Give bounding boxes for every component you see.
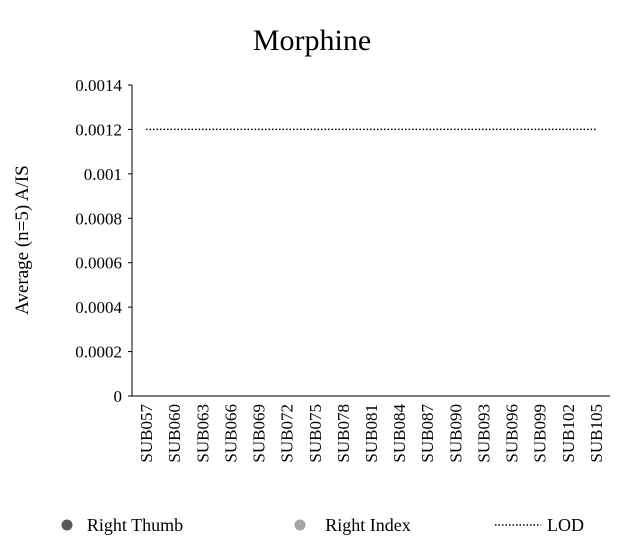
y-tick-label: 0.0002 (75, 343, 122, 362)
x-tick-label: SUB060 (165, 404, 184, 463)
x-tick-label: SUB105 (587, 404, 606, 463)
legend-marker (294, 519, 306, 531)
y-tick-label: 0 (114, 387, 123, 406)
y-tick-label: 0.0012 (75, 120, 122, 139)
x-tick-label: SUB057 (137, 404, 156, 463)
x-tick-label: SUB081 (362, 404, 381, 463)
legend-label: Right Index (325, 515, 411, 535)
y-tick-label: 0.0004 (75, 298, 122, 317)
y-tick-label: 0.0014 (75, 76, 122, 95)
y-tick-label: 0.001 (84, 165, 122, 184)
legend-label: Right Thumb (87, 515, 183, 535)
legend-label: LOD (547, 515, 584, 535)
x-tick-label: SUB072 (278, 404, 297, 463)
x-tick-label: SUB102 (559, 404, 578, 463)
chart-title: Morphine (253, 24, 371, 57)
y-tick-label: 0.0006 (75, 254, 122, 273)
y-axis-label: Average (n=5) A/IS (12, 165, 33, 315)
x-tick-label: SUB078 (334, 404, 353, 463)
x-tick-label: SUB087 (418, 404, 437, 463)
y-tick-label: 0.0008 (75, 209, 122, 228)
x-tick-label: SUB084 (390, 404, 409, 463)
x-tick-label: SUB096 (503, 404, 522, 463)
x-tick-label: SUB066 (221, 404, 240, 463)
x-tick-label: SUB090 (446, 404, 465, 463)
legend-marker (61, 519, 73, 531)
x-tick-label: SUB069 (250, 404, 269, 463)
x-tick-label: SUB093 (474, 404, 493, 463)
x-tick-label: SUB063 (193, 404, 212, 463)
x-tick-label: SUB099 (531, 404, 550, 463)
x-tick-label: SUB075 (306, 404, 325, 463)
